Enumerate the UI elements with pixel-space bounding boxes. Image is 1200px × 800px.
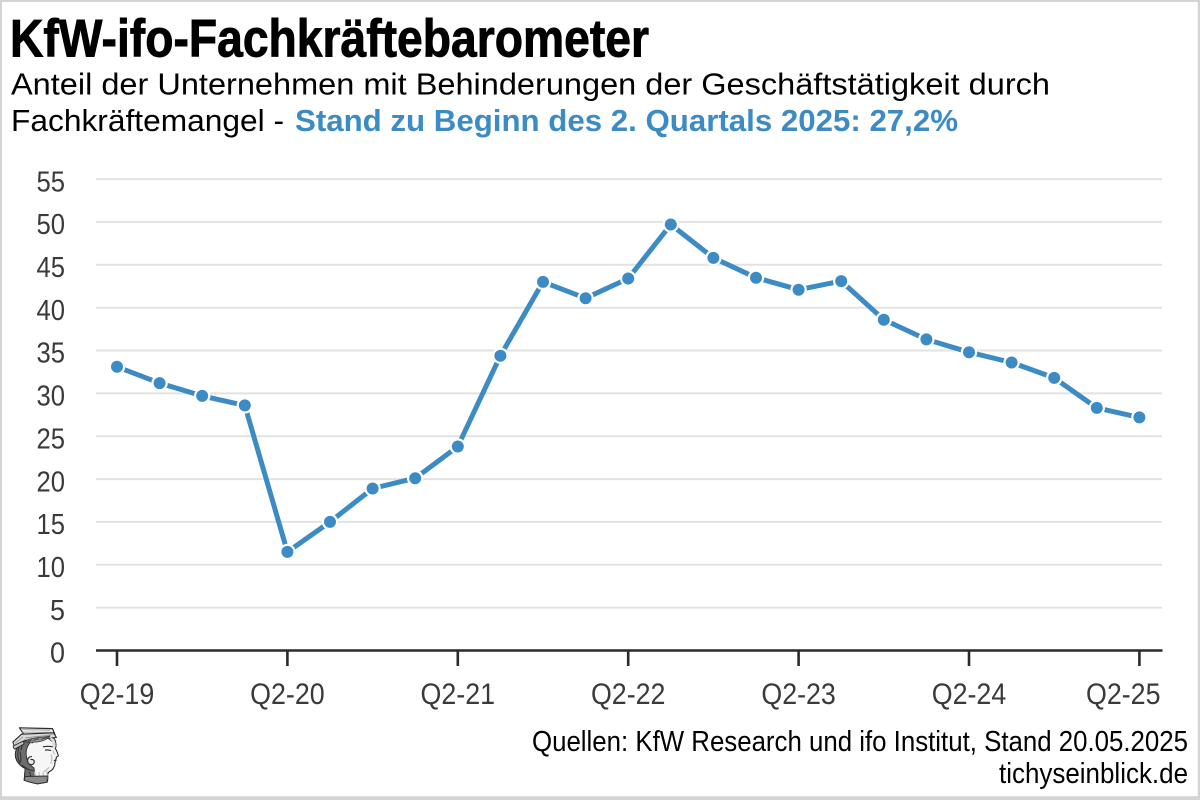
svg-text:35: 35 (37, 338, 66, 370)
svg-text:Anteil der Unternehmen mit Beh: Anteil der Unternehmen mit Behinderungen… (11, 67, 1050, 102)
svg-text:55: 55 (37, 166, 66, 198)
svg-text:KfW-ifo-Fachkräftebarometer: KfW-ifo-Fachkräftebarometer (10, 10, 649, 69)
svg-text:Q2-21: Q2-21 (421, 678, 496, 711)
svg-text:30: 30 (37, 381, 66, 413)
svg-text:Q2-19: Q2-19 (80, 678, 155, 711)
svg-text:40: 40 (37, 295, 66, 327)
svg-text:Q2-20: Q2-20 (250, 678, 325, 711)
svg-text:Stand zu Beginn des 2. Quartal: Stand zu Beginn des 2. Quartals 2025: 27… (295, 103, 958, 138)
svg-text:0: 0 (50, 638, 65, 670)
svg-text:Q2-25: Q2-25 (1086, 678, 1161, 711)
svg-text:tichyseinblick.de: tichyseinblick.de (999, 758, 1188, 790)
svg-text:20: 20 (37, 466, 66, 498)
svg-text:Q2-24: Q2-24 (932, 678, 1007, 711)
svg-text:Q2-22: Q2-22 (591, 678, 666, 711)
svg-text:Quellen: KfW Research und ifo: Quellen: KfW Research und ifo Institut, … (532, 726, 1188, 758)
svg-text:10: 10 (37, 552, 66, 584)
svg-text:15: 15 (37, 509, 66, 541)
svg-text:25: 25 (37, 423, 66, 455)
svg-text:50: 50 (37, 209, 66, 241)
svg-text:Fachkräftemangel -: Fachkräftemangel - (11, 103, 284, 138)
svg-text:5: 5 (50, 595, 65, 627)
svg-text:Q2-23: Q2-23 (761, 678, 836, 711)
svg-text:45: 45 (37, 252, 66, 284)
